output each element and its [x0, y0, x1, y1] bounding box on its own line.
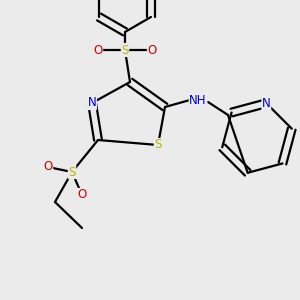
Text: N: N: [262, 97, 271, 110]
Text: S: S: [121, 44, 129, 56]
Text: O: O: [147, 44, 157, 56]
Text: O: O: [77, 188, 87, 202]
Text: N: N: [88, 97, 96, 110]
Text: S: S: [68, 166, 76, 178]
Text: S: S: [154, 139, 162, 152]
Text: O: O: [44, 160, 52, 173]
Text: NH: NH: [189, 94, 207, 106]
Text: O: O: [93, 44, 103, 56]
